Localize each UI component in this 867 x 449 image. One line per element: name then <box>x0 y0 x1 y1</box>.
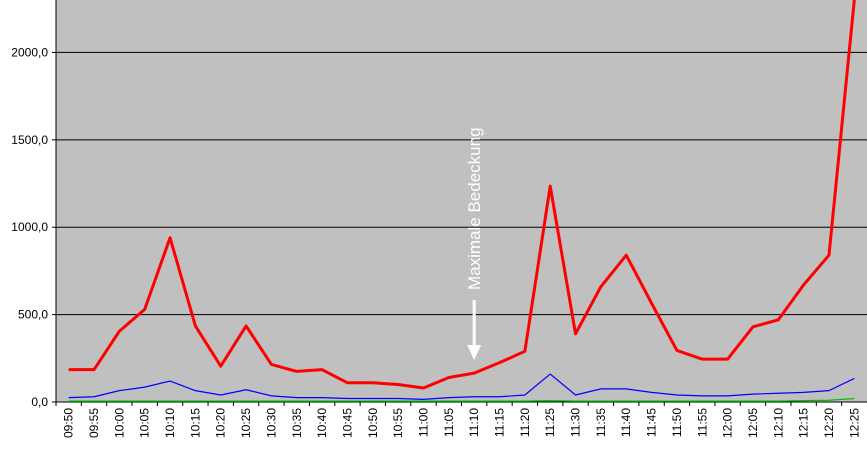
x-tick-label: 11:05 <box>442 408 456 437</box>
x-tick-label: 09:55 <box>87 408 101 438</box>
x-tick-label: 09:50 <box>62 408 76 438</box>
x-tick-label: 10:05 <box>138 408 152 438</box>
x-tick-label: 10:45 <box>340 408 354 438</box>
x-tick-label: 12:00 <box>721 408 735 438</box>
x-tick-label: 10:00 <box>112 408 126 438</box>
x-tick-label: 10:15 <box>188 408 202 438</box>
x-tick-label: 12:20 <box>822 408 836 438</box>
x-tick-label: 12:10 <box>771 408 785 438</box>
x-tick-label: 11:00 <box>416 408 430 437</box>
x-tick-label: 10:40 <box>315 408 329 438</box>
x-tick-label: 11:30 <box>569 408 583 437</box>
y-tick-label: 1000,0 <box>11 220 48 234</box>
x-tick-label: 12:05 <box>746 408 760 438</box>
x-tick-label: 11:25 <box>543 408 557 437</box>
y-tick-label: 0,0 <box>31 395 48 409</box>
series-line <box>68 0 856 390</box>
annotation-arrowhead <box>467 345 482 360</box>
x-tick-label: 10:55 <box>391 408 405 438</box>
x-tick-label: 11:40 <box>619 408 633 437</box>
x-tick-label: 11:15 <box>493 408 507 437</box>
x-tick-label: 11:35 <box>594 408 608 437</box>
x-tick-label: 10:30 <box>264 408 278 438</box>
x-tick-label: 11:10 <box>467 408 481 437</box>
series-line <box>68 397 855 402</box>
y-tick-label: 1500,0 <box>11 133 48 147</box>
x-tick-label: 10:10 <box>163 408 177 438</box>
x-tick-label: 10:35 <box>290 408 304 438</box>
x-tick-label: 12:25 <box>847 408 861 438</box>
x-tick-label: 11:50 <box>670 408 684 437</box>
x-tick-label: 12:15 <box>797 408 811 438</box>
series-line <box>68 373 855 400</box>
x-tick-label: 10:20 <box>214 408 228 438</box>
x-tick-label: 11:20 <box>518 408 532 437</box>
x-tick-label: 10:50 <box>366 408 380 438</box>
x-tick-label: 11:45 <box>645 408 659 437</box>
plot-area <box>56 0 867 402</box>
annotation: Maximale Bedeckung <box>465 127 484 290</box>
x-tick-label: 11:55 <box>695 408 709 437</box>
x-tick-label: 10:25 <box>239 408 253 438</box>
y-tick-label: 2000,0 <box>11 45 48 59</box>
y-tick-label: 500,0 <box>18 308 48 322</box>
